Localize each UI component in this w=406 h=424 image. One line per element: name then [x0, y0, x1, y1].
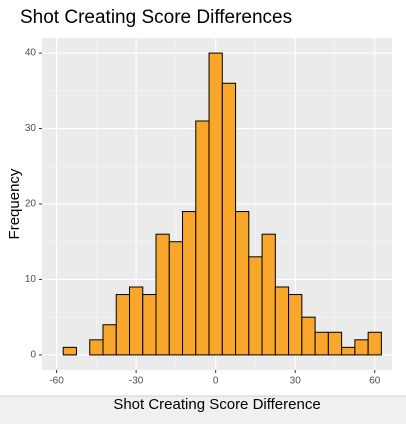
bar: [301, 316, 316, 356]
bar: [182, 211, 197, 356]
bar: [195, 120, 210, 356]
x-axis-title: Shot Creating Score Difference: [113, 396, 320, 413]
bar: [341, 346, 356, 356]
bar: [354, 339, 369, 356]
y-tick-label: 10: [25, 274, 37, 285]
bar: [314, 331, 329, 356]
bar: [274, 286, 290, 356]
bar: [89, 339, 104, 356]
x-tick-label: -30: [129, 376, 144, 387]
y-tick-label: 0: [30, 350, 36, 361]
y-axis-title: Frequency: [6, 168, 23, 239]
bar: [115, 294, 130, 356]
bar: [102, 324, 117, 356]
bar: [288, 294, 303, 356]
bar: [327, 331, 343, 356]
y-tick-label: 30: [25, 123, 37, 134]
bar: [142, 294, 157, 356]
chart-title: Shot Creating Score Differences: [20, 7, 292, 28]
x-tick-label: 30: [290, 376, 302, 387]
bar: [155, 233, 170, 356]
y-tick-label: 20: [25, 199, 37, 210]
bottom-bar: [0, 396, 406, 424]
bar: [248, 256, 263, 356]
bar: [62, 346, 77, 356]
bar: [129, 286, 144, 356]
bar: [168, 241, 184, 356]
bar: [235, 211, 250, 356]
bar: [221, 82, 237, 356]
bar: [208, 52, 223, 356]
x-tick-label: 60: [369, 376, 381, 387]
y-tick-label: 40: [25, 48, 37, 59]
x-tick-label: -60: [49, 376, 64, 387]
bar: [261, 233, 276, 356]
x-tick-label: 0: [213, 376, 219, 387]
bar: [367, 331, 382, 356]
